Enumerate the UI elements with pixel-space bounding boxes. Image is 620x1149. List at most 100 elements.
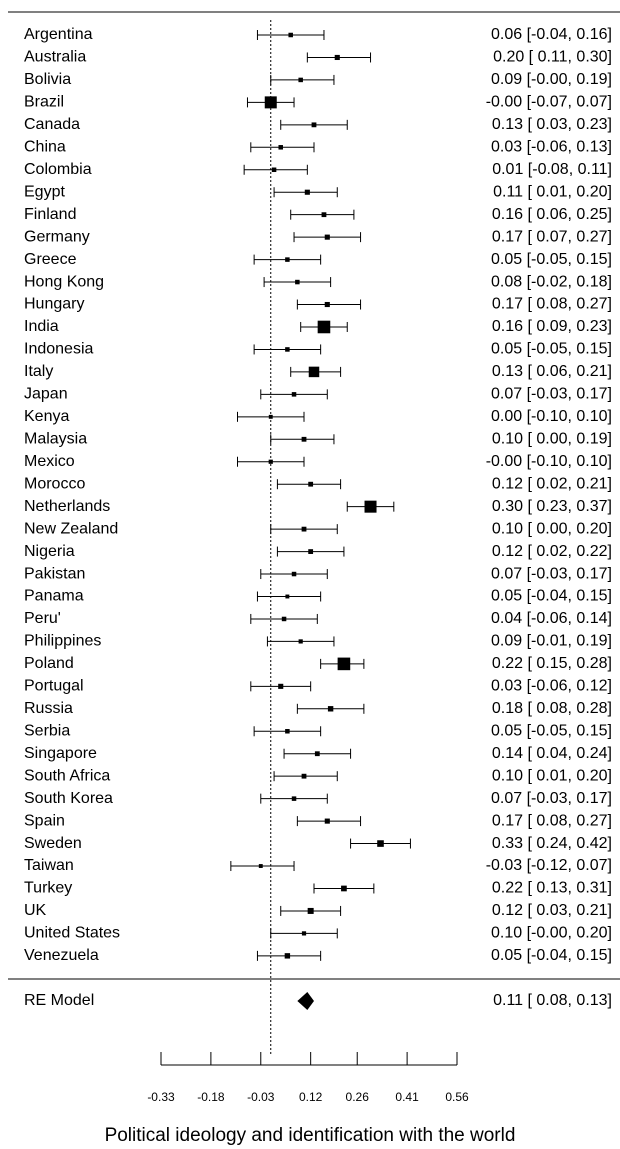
estimate-square: [285, 594, 290, 599]
estimate-square: [278, 683, 284, 689]
estimate-square: [364, 500, 377, 513]
estimate-square: [268, 414, 273, 419]
estimate-square: [311, 122, 317, 128]
study-label: South Africa: [24, 767, 110, 784]
study-label: Greece: [24, 251, 77, 268]
study-label: Kenya: [24, 408, 69, 425]
estimate-square: [285, 257, 290, 262]
estimate-label: 0.30 [ 0.23, 0.37]: [492, 498, 612, 515]
estimate-square: [298, 639, 303, 644]
estimate-square: [324, 818, 330, 824]
estimate-label: 0.09 [-0.00, 0.19]: [491, 71, 612, 88]
estimate-label: 0.10 [ 0.00, 0.19]: [492, 430, 612, 447]
study-label: Russia: [24, 700, 73, 717]
estimate-square: [308, 366, 320, 378]
estimate-square: [334, 54, 340, 61]
study-label: India: [24, 318, 59, 335]
x-tick-label: -0.03: [247, 1090, 275, 1104]
study-label: Singapore: [24, 745, 97, 762]
estimate-label: 0.05 [-0.05, 0.15]: [491, 722, 612, 739]
estimate-label: 0.05 [-0.04, 0.15]: [491, 947, 612, 964]
study-label: Venezuela: [24, 947, 99, 964]
x-tick-label: 0.26: [346, 1090, 370, 1104]
study-label: Egypt: [24, 183, 65, 200]
estimate-label: 0.12 [ 0.02, 0.21]: [492, 475, 612, 492]
estimate-label: 0.08 [-0.02, 0.18]: [491, 273, 612, 290]
estimate-square: [314, 751, 320, 757]
estimate-square: [278, 145, 283, 150]
study-label: Morocco: [24, 475, 85, 492]
study-label: Argentina: [24, 26, 93, 43]
study-label: Pakistan: [24, 565, 85, 582]
estimate-label: 0.04 [-0.06, 0.14]: [491, 610, 612, 627]
estimate-square: [291, 571, 297, 577]
estimate-label: 0.16 [ 0.09, 0.23]: [492, 318, 612, 335]
estimate-label: 0.16 [ 0.06, 0.25]: [492, 206, 612, 223]
estimate-label: 0.18 [ 0.08, 0.28]: [492, 700, 612, 717]
study-label: Peru': [24, 610, 61, 627]
study-label: Malaysia: [24, 430, 87, 447]
estimate-square: [341, 885, 347, 892]
estimate-label: 0.12 [ 0.03, 0.21]: [492, 902, 612, 919]
estimate-square: [324, 234, 330, 240]
estimate-label: 0.03 [-0.06, 0.13]: [491, 139, 612, 156]
study-label: Hungary: [24, 296, 84, 313]
estimate-label: 0.07 [-0.03, 0.17]: [491, 386, 612, 403]
estimate-square: [298, 77, 303, 83]
estimate-label: 0.22 [ 0.13, 0.31]: [492, 880, 612, 897]
study-label: Sweden: [24, 835, 82, 852]
study-label: Serbia: [24, 722, 70, 739]
estimate-label: 0.00 [-0.10, 0.10]: [491, 408, 612, 425]
estimate-label: 0.05 [-0.05, 0.15]: [491, 251, 612, 268]
study-label: Japan: [24, 386, 68, 403]
study-label: Finland: [24, 206, 76, 223]
x-tick-label: 0.12: [299, 1090, 323, 1104]
estimate-label: 0.17 [ 0.08, 0.27]: [492, 812, 612, 829]
study-label: Turkey: [24, 880, 72, 897]
estimate-square: [281, 616, 287, 622]
study-label: Poland: [24, 655, 74, 672]
study-label: Philippines: [24, 633, 101, 650]
study-label: New Zealand: [24, 520, 118, 537]
estimate-label: 0.17 [ 0.08, 0.27]: [492, 296, 612, 313]
estimate-square: [291, 796, 297, 801]
estimate-square: [301, 436, 307, 442]
estimate-label: 0.07 [-0.03, 0.17]: [491, 790, 612, 807]
estimate-square: [291, 392, 297, 397]
estimate-square: [317, 320, 331, 334]
study-label: Nigeria: [24, 543, 75, 560]
study-label: Panama: [24, 588, 84, 605]
x-tick-label: 0.56: [445, 1090, 469, 1104]
study-label: UK: [24, 902, 47, 919]
estimate-label: 0.17 [ 0.07, 0.27]: [492, 228, 612, 245]
estimate-label: 0.13 [ 0.06, 0.21]: [492, 363, 612, 380]
estimate-label: 0.10 [ 0.00, 0.20]: [492, 520, 612, 537]
study-label: Germany: [24, 228, 90, 245]
study-label: China: [24, 139, 66, 156]
summary-label: RE Model: [24, 992, 94, 1009]
estimate-label: -0.00 [-0.07, 0.07]: [486, 94, 612, 111]
x-tick-label: -0.33: [147, 1090, 175, 1104]
estimate-square: [285, 347, 290, 352]
study-label: Taiwan: [24, 857, 74, 874]
estimate-square: [285, 729, 290, 734]
estimate-label: 0.05 [-0.04, 0.15]: [491, 588, 612, 605]
x-axis-label: Political ideology and identification wi…: [105, 1125, 516, 1146]
study-label: Brazil: [24, 94, 64, 111]
estimate-square: [308, 481, 314, 487]
study-label: South Korea: [24, 790, 113, 807]
estimate-label: 0.09 [-0.01, 0.19]: [491, 633, 612, 650]
study-label: Bolivia: [24, 71, 71, 88]
estimate-square: [264, 96, 277, 109]
summary-value-label: 0.11 [ 0.08, 0.13]: [493, 992, 612, 1009]
estimate-label: 0.14 [ 0.04, 0.24]: [492, 745, 612, 762]
estimate-square: [327, 706, 334, 712]
estimate-label: 0.06 [-0.04, 0.16]: [491, 26, 612, 43]
estimate-square: [284, 953, 291, 959]
study-label: Hong Kong: [24, 273, 104, 290]
estimate-square: [307, 907, 314, 914]
estimate-square: [337, 657, 351, 671]
estimate-square: [377, 840, 384, 847]
